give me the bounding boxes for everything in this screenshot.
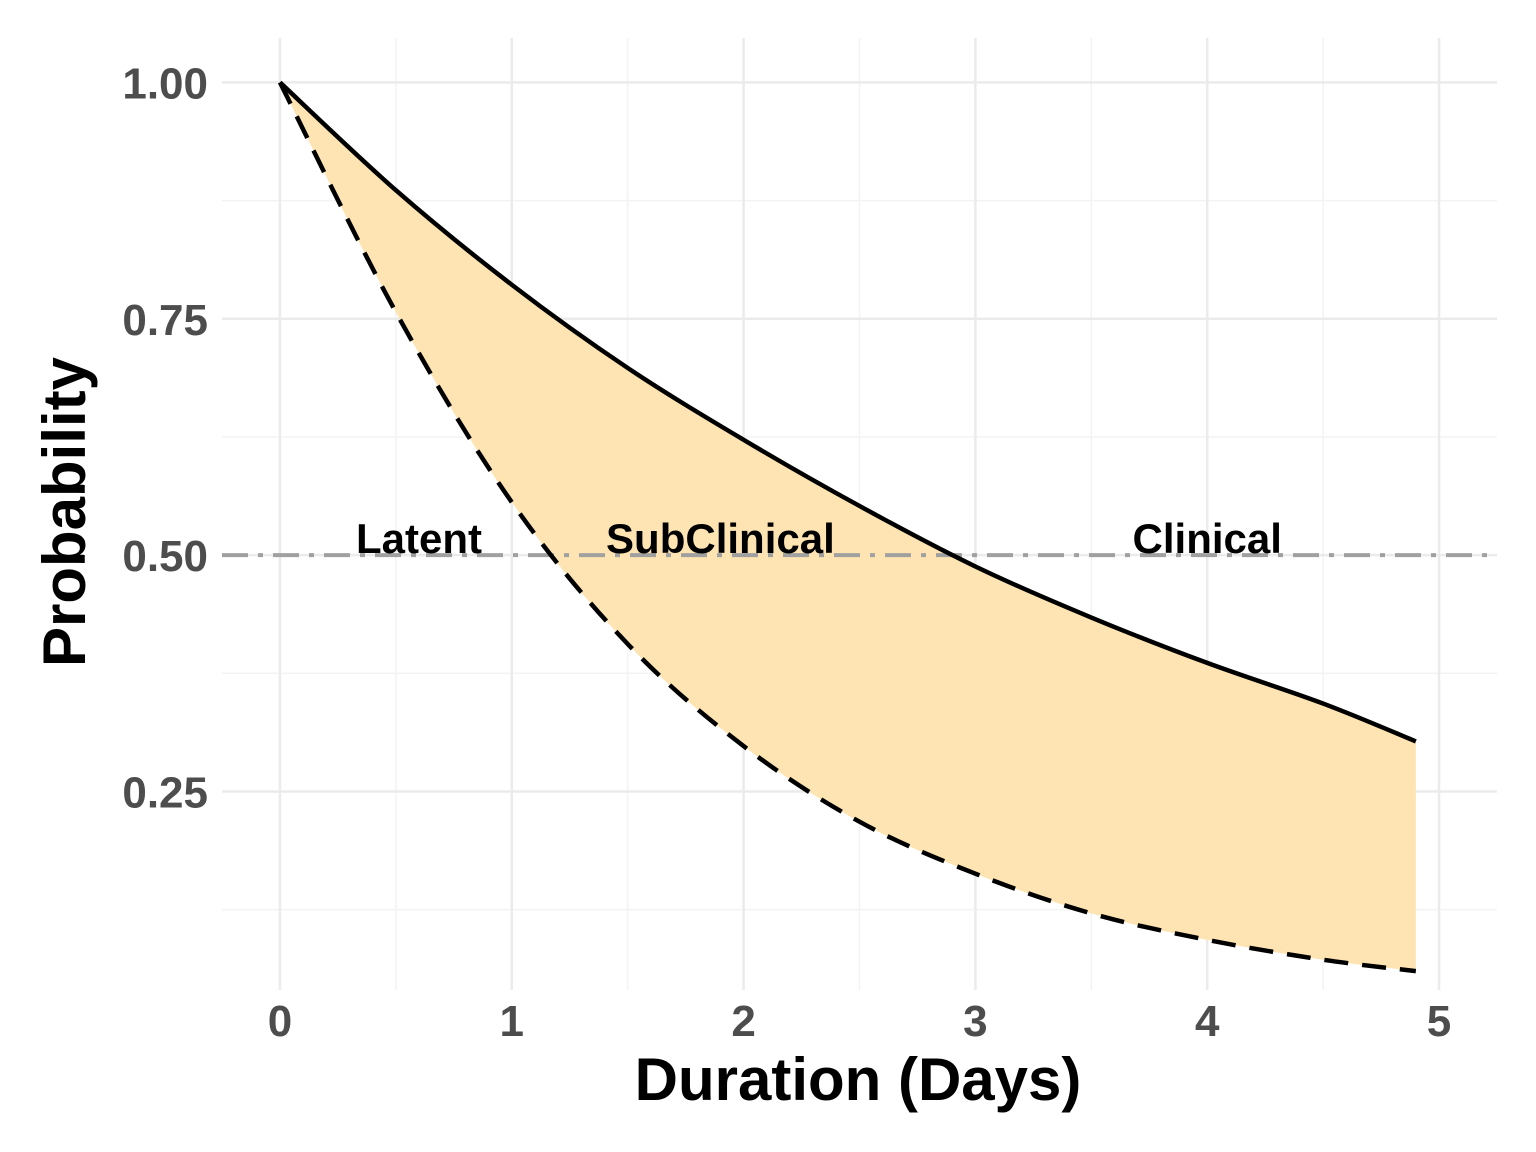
series-line-dashed bbox=[277, 81, 1417, 974]
annotation-clinical: Clinical bbox=[1133, 515, 1282, 562]
y-tick-label: 0.50 bbox=[122, 532, 208, 581]
x-axis-title: Duration (Days) bbox=[635, 1046, 1082, 1113]
x-tick-label: 3 bbox=[963, 997, 987, 1046]
x-tick-label: 1 bbox=[500, 997, 524, 1046]
annotation-subclinical: SubClinical bbox=[606, 515, 835, 562]
y-tick-label: 0.75 bbox=[122, 296, 208, 345]
series-line-solid bbox=[278, 80, 1417, 744]
annotation-latent: Latent bbox=[356, 515, 482, 562]
y-axis-title: Probability bbox=[31, 356, 98, 667]
fill-layer bbox=[279, 82, 1416, 972]
x-tick-label: 5 bbox=[1427, 997, 1451, 1046]
x-tick-label: 2 bbox=[731, 997, 755, 1046]
ribbon-fill bbox=[279, 82, 1416, 972]
line-layer bbox=[277, 80, 1417, 974]
annotation-layer: Latent SubClinical Clinical bbox=[356, 515, 1282, 562]
tick-layer: 0 1 2 3 4 5 0.25 0.50 0.75 1.00 bbox=[122, 59, 1451, 1046]
y-tick-label: 0.25 bbox=[122, 768, 208, 817]
x-tick-label: 0 bbox=[268, 997, 292, 1046]
y-tick-label: 1.00 bbox=[122, 59, 208, 108]
x-tick-label: 4 bbox=[1195, 997, 1220, 1046]
